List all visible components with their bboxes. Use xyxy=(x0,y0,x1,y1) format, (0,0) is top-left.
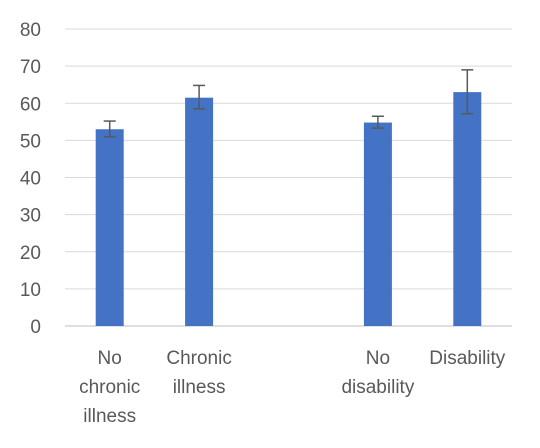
y-tick-label: 60 xyxy=(20,94,41,115)
y-tick-label: 20 xyxy=(20,243,41,264)
bar-3 xyxy=(363,122,392,327)
x-category-label-line: illness xyxy=(83,406,136,427)
bars xyxy=(95,92,482,327)
x-category-label-line: Disability xyxy=(429,348,506,369)
y-tick-label: 0 xyxy=(30,317,41,338)
x-category-label-line: disability xyxy=(341,377,414,398)
y-tick-label: 70 xyxy=(20,57,41,78)
y-tick-label: 80 xyxy=(20,20,41,41)
x-category-label: No chronic illness xyxy=(79,348,140,427)
x-category-label: Disability xyxy=(429,348,506,369)
y-tick-label: 30 xyxy=(20,206,41,227)
gridlines xyxy=(65,28,512,327)
x-axis-category-labels: No chronic illness Chronic illness No disabili… xyxy=(79,348,506,427)
bar-4 xyxy=(453,92,482,326)
y-tick-label: 10 xyxy=(20,280,41,301)
x-category-label-line: Chronic xyxy=(166,348,231,369)
y-tick-label: 40 xyxy=(20,169,41,190)
bar-0 xyxy=(95,129,124,326)
error-bars xyxy=(103,69,474,138)
x-category-label-line: illness xyxy=(173,377,226,398)
x-category-label: No disability xyxy=(341,348,414,398)
x-category-label-line: No xyxy=(366,348,390,369)
y-tick-label: 50 xyxy=(20,131,41,152)
x-category-label: Chronic illness xyxy=(166,348,231,398)
bar-1 xyxy=(185,97,214,327)
x-category-label-line: No xyxy=(98,348,122,369)
y-axis-tick-labels: 0 10 20 30 40 50 60 70 80 xyxy=(20,20,41,338)
x-category-label-line: chronic xyxy=(79,377,140,398)
